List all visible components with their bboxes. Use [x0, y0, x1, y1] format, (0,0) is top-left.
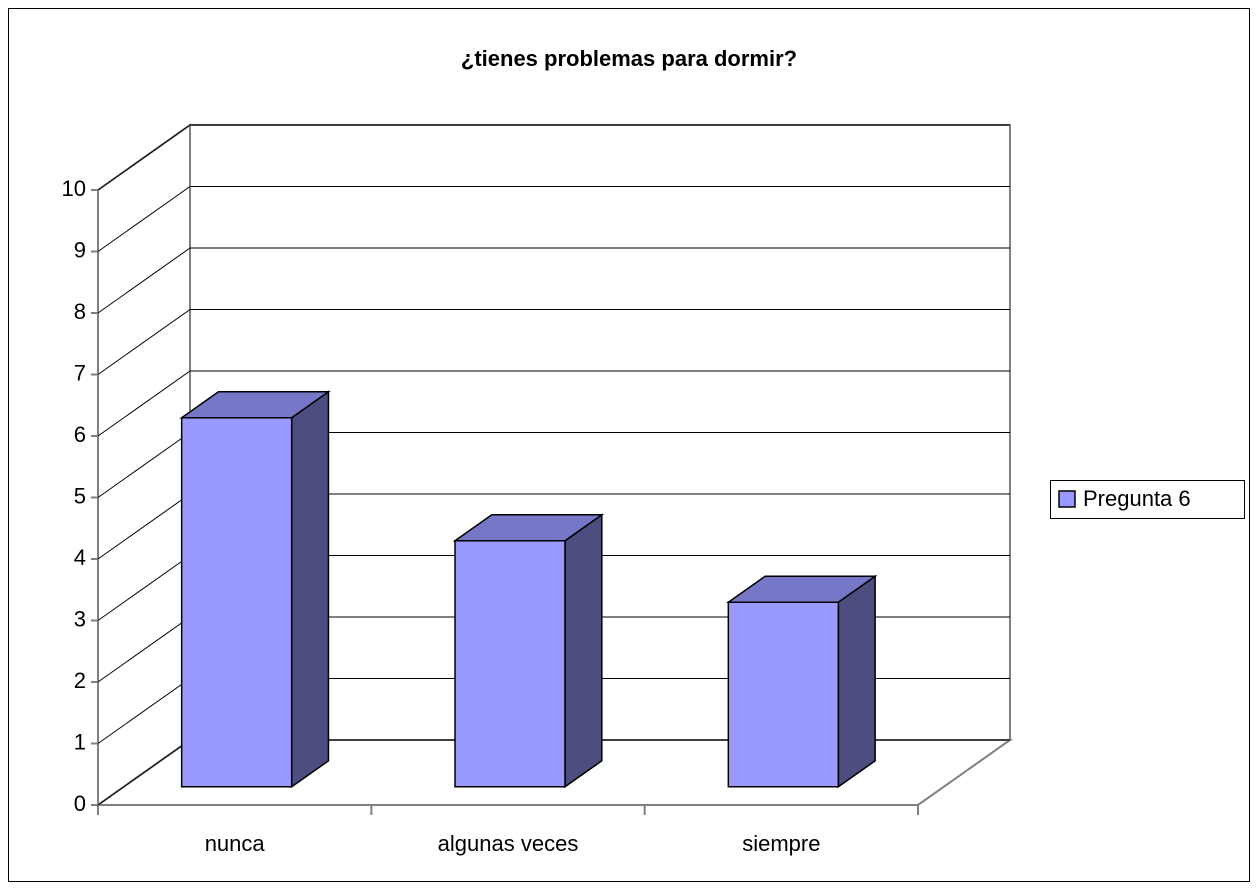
- bar-side: [837, 574, 876, 789]
- y-tick-label: 2: [74, 668, 86, 693]
- y-tick-label: 10: [62, 176, 86, 201]
- y-tick-label: 6: [74, 422, 86, 447]
- grid-line-side: [97, 309, 191, 375]
- x-tick-label: nunca: [205, 831, 266, 856]
- grid-line-side: [97, 370, 191, 437]
- y-tick-label: 0: [74, 791, 86, 816]
- x-tick-label: algunas veces: [438, 831, 579, 856]
- y-tick-label: 1: [74, 729, 86, 754]
- grid-line-side: [97, 493, 191, 560]
- bar-side: [564, 513, 603, 789]
- y-tick-label: 4: [74, 545, 86, 570]
- grid-line-side: [97, 432, 191, 498]
- grid-line-side: [97, 739, 191, 806]
- y-tick-label: 7: [74, 360, 86, 385]
- y-tick-label: 9: [74, 237, 86, 262]
- legend-box: [1050, 480, 1245, 519]
- legend-label: Pregunta 6: [1083, 486, 1191, 511]
- y-tick-label: 5: [74, 483, 86, 508]
- grid-line-side: [97, 247, 191, 314]
- y-tick-label: 3: [74, 606, 86, 631]
- bar: [727, 601, 840, 788]
- grid-line-side: [97, 186, 191, 252]
- y-tick-label: 8: [74, 299, 86, 324]
- legend-swatch: [1058, 490, 1076, 508]
- bar-side: [290, 390, 330, 789]
- bar: [180, 417, 293, 788]
- grid-line-side: [97, 616, 191, 683]
- bar: [454, 540, 566, 788]
- grid-line-side: [97, 124, 191, 191]
- chart-title: ¿tienes problemas para dormir?: [461, 46, 797, 71]
- x-tick-label: siempre: [742, 831, 820, 856]
- grid-line-side: [97, 555, 191, 621]
- grid-line-side: [97, 678, 191, 744]
